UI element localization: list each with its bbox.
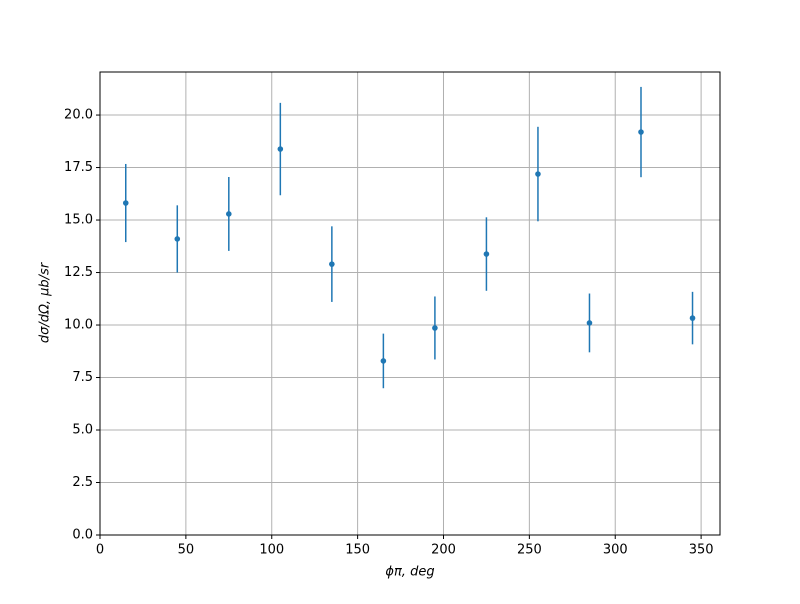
- x-tick-label: 200: [431, 543, 456, 558]
- y-tick-label: 17.5: [64, 160, 93, 175]
- y-tick-label: 2.5: [72, 475, 93, 490]
- data-point: [380, 358, 387, 364]
- x-tick-label: 250: [517, 543, 542, 558]
- y-tick-label: 7.5: [72, 370, 93, 385]
- data-point: [329, 261, 335, 267]
- data-point: [277, 146, 284, 152]
- y-tick-label: 0.0: [72, 528, 93, 543]
- y-tick-label: 12.5: [64, 265, 93, 280]
- data-point: [535, 171, 541, 177]
- data-point: [226, 211, 232, 217]
- x-tick-label: 300: [603, 543, 628, 558]
- y-axis-label: dσ/dΩ, μb/sr: [38, 261, 53, 343]
- x-tick-label: 350: [689, 543, 714, 558]
- y-tick-label: 5.0: [72, 423, 93, 438]
- data-point: [483, 251, 490, 257]
- data-point: [638, 129, 644, 135]
- x-tick-label: 100: [259, 543, 284, 558]
- data-point: [174, 236, 181, 242]
- x-tick-label: 50: [178, 543, 195, 558]
- x-axis-label: ϕπ, deg: [385, 565, 434, 580]
- data-point: [122, 200, 129, 206]
- y-tick-label: 20.0: [64, 108, 93, 123]
- data-point: [432, 325, 438, 331]
- x-tick-label: 0: [96, 543, 104, 558]
- data-point: [689, 315, 696, 321]
- x-tick-label: 150: [345, 543, 370, 558]
- data-point: [586, 320, 593, 326]
- plot-frame: [99, 71, 721, 536]
- y-tick-label: 15.0: [64, 213, 93, 228]
- y-tick-label: 10.0: [64, 318, 93, 333]
